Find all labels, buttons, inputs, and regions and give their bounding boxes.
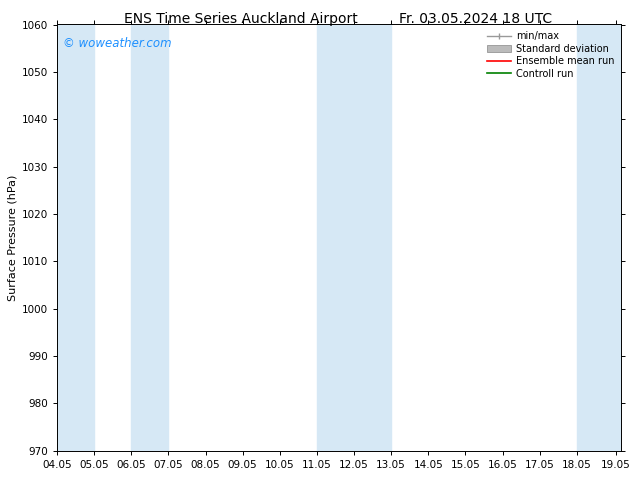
Text: © woweather.com: © woweather.com (63, 37, 171, 50)
Legend: min/max, Standard deviation, Ensemble mean run, Controll run: min/max, Standard deviation, Ensemble me… (485, 29, 616, 80)
Text: Fr. 03.05.2024 18 UTC: Fr. 03.05.2024 18 UTC (399, 12, 552, 26)
Y-axis label: Surface Pressure (hPa): Surface Pressure (hPa) (8, 174, 18, 301)
Bar (317, 24, 391, 451)
Text: ENS Time Series Auckland Airport: ENS Time Series Auckland Airport (124, 12, 358, 26)
Bar (131, 24, 169, 451)
Bar (577, 24, 621, 451)
Bar (57, 24, 94, 451)
